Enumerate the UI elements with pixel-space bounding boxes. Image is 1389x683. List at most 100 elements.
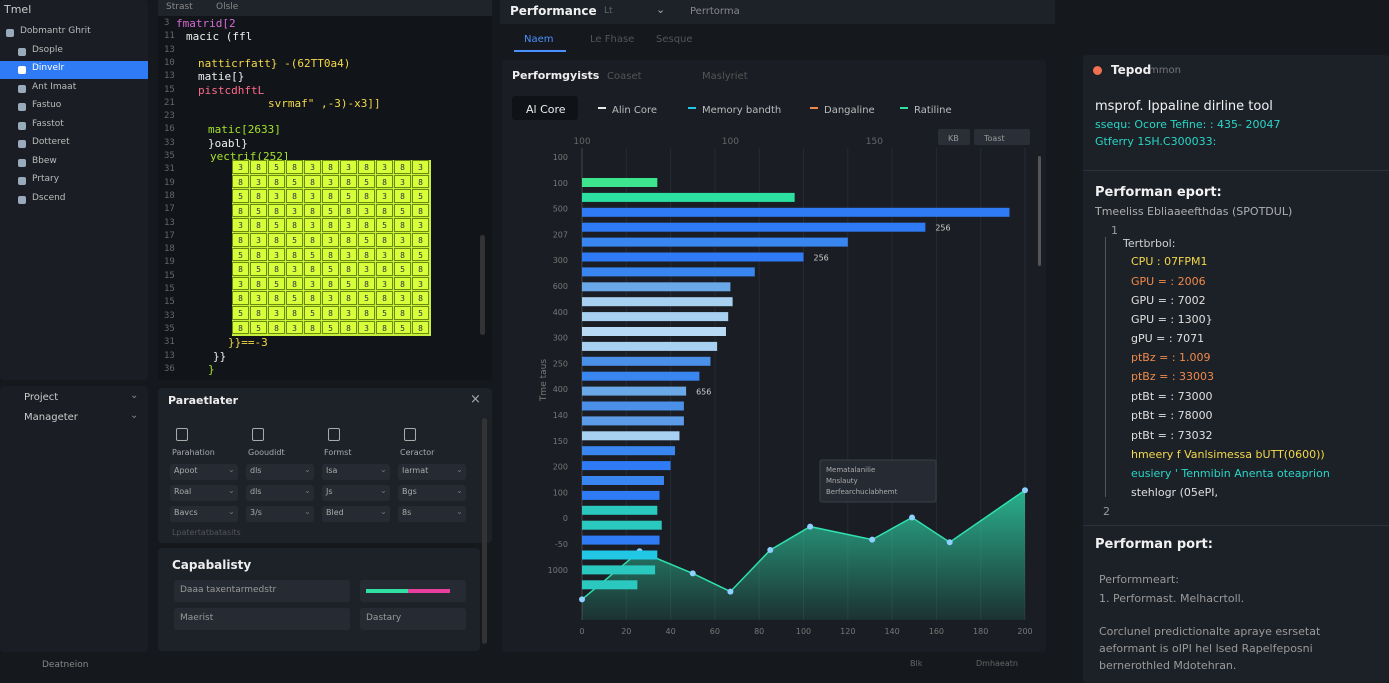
tab[interactable]: Le Fhase [590,34,635,45]
matrix-cell: 3 [358,203,375,218]
x-tick-label: 120 [840,627,855,636]
dropdown[interactable]: Apoot ⌄ [170,464,238,480]
tree-item[interactable]: Fasstot [32,118,64,129]
matrix-cell: 3 [340,247,357,262]
dropdown-value[interactable]: 3/s [250,508,262,517]
legend-swatch [810,107,818,109]
dropdown-value[interactable]: Bgs [402,487,417,496]
matrix-cell: 8 [232,320,249,335]
bar [582,580,638,590]
dropdown[interactable]: 3/s ⌄ [246,506,314,522]
matrix-cell: 8 [358,306,375,320]
dropdown[interactable]: Roal ⌄ [170,485,238,501]
matrix-cell: 5 [394,320,411,335]
dropdown-value[interactable]: Iarmat [402,466,429,475]
dropdown-value[interactable]: Roal [174,487,192,496]
tree-item[interactable]: Manageter [24,412,78,423]
tree-item[interactable]: Dscend [32,192,66,203]
point [579,596,585,603]
field-text[interactable]: Maerist [180,613,214,623]
matrix-cell: 8 [412,291,429,305]
tree-item[interactable]: Fastuo [32,100,62,110]
chevron[interactable]: ⌄ [130,410,139,421]
matrix-cell: 5 [304,306,321,320]
tree-item[interactable]: Prtary [32,174,60,184]
dropdown[interactable]: Js ⌄ [322,485,390,501]
code-line: svrmaf" ,-3)-x3]] [268,96,381,110]
dropdown[interactable]: Bgs ⌄ [398,485,466,501]
dropdown[interactable]: dls ⌄ [246,485,314,501]
matrix-cell: 5 [358,174,375,189]
report-line: GPU = : 7002 [1131,294,1206,307]
field[interactable]: Daaa taxentarmedstr [174,580,350,602]
dropdown-value[interactable]: 8s [402,508,412,517]
tree-item[interactable]: Project [24,392,59,403]
matrix-cell: 3 [322,291,339,305]
dropdown[interactable]: Performance [510,4,597,18]
tree-item[interactable]: Bbew [32,155,57,166]
dropdown-value[interactable]: Js [326,487,333,496]
field[interactable]: Dastary [360,608,466,630]
matrix-cell: 5 [412,306,429,320]
line-number: 18 [164,244,175,255]
dropdown-value[interactable]: Isa [326,466,338,475]
capability-panel: Capabalisty Daaa taxentarmedstr Maerist Da… [158,548,480,651]
dropdown[interactable]: Iarmat ⌄ [398,464,466,480]
dropdown[interactable]: Isa ⌄ [322,464,390,480]
report-line: Performan eport: [1095,185,1222,200]
matrix-cell: 5 [412,189,429,203]
dropdown[interactable]: 8s ⌄ [398,506,466,522]
dropdown-value[interactable]: Bled [326,508,344,517]
caret: ⌄ [304,486,311,495]
tab[interactable]: Sesque [656,34,693,45]
tree-item[interactable]: Dotteret [32,137,70,147]
close-button[interactable]: × [470,392,481,407]
dropdown-value[interactable]: Apoot [174,466,198,475]
button[interactable] [974,129,1030,145]
button-label[interactable]: KB [948,134,959,143]
code-line: matie[} [198,70,245,84]
line-number: 16 [164,124,175,135]
dropdown-value[interactable]: dls [250,466,262,475]
item-icon [18,140,26,148]
tree-item[interactable]: Dinvelr [32,63,65,73]
row-label: 400 [553,385,568,394]
code-line: } [208,362,215,376]
dropdown-value[interactable]: Bavcs [174,508,198,517]
panel-tab[interactable]: Maslyriet [702,71,748,82]
field[interactable]: Maerist [174,608,350,630]
report-line: ptBz = : 1.009 [1131,351,1211,364]
dropdown[interactable]: dls ⌄ [246,464,314,480]
button[interactable] [938,129,970,145]
code-line: pistcdhftL [198,83,265,97]
chevron[interactable]: ⌄ [130,390,139,401]
button-label[interactable]: Toast [983,134,1005,143]
legend-label: Ratiline [914,105,952,116]
tree-item[interactable]: Dobmantr Ghrit [20,26,91,36]
matrix-cell: 8 [394,189,411,203]
dropdown[interactable]: Bavcs ⌄ [170,506,238,522]
editor-tab[interactable]: Strast [166,2,193,12]
report-line: eusiery ' Tenmibin Anenta oteaprion [1131,467,1330,480]
panel-tab[interactable]: Performgyists [512,69,600,82]
editor-tab[interactable]: Olsle [216,2,239,12]
matrix-cell: 3 [304,276,321,291]
field-text[interactable]: Daaa taxentarmedstr [180,585,277,595]
matrix-cell: 3 [250,233,267,247]
matrix-cell: 3 [340,306,357,320]
matrix-cell: 8 [340,291,357,305]
item-icon [6,29,14,37]
dropdown[interactable]: Bled ⌄ [322,506,390,522]
tree-item[interactable]: Dsople [32,44,63,55]
slider-field[interactable] [360,580,466,602]
panel-tab[interactable]: Coaset [607,71,642,82]
tab[interactable]: Naem [524,34,554,45]
slider-pink [408,589,450,593]
report-line: aeformant is oIPI hel lsed Rapelfeposni [1099,642,1313,655]
field-text[interactable]: Dastary [366,613,402,623]
matrix-cell: 3 [358,320,375,335]
tree-item[interactable]: Ant Imaat [32,81,77,92]
matrix-cell: 8 [250,189,267,203]
dropdown-value[interactable]: dls [250,487,262,496]
scrollbar [1038,156,1041,266]
